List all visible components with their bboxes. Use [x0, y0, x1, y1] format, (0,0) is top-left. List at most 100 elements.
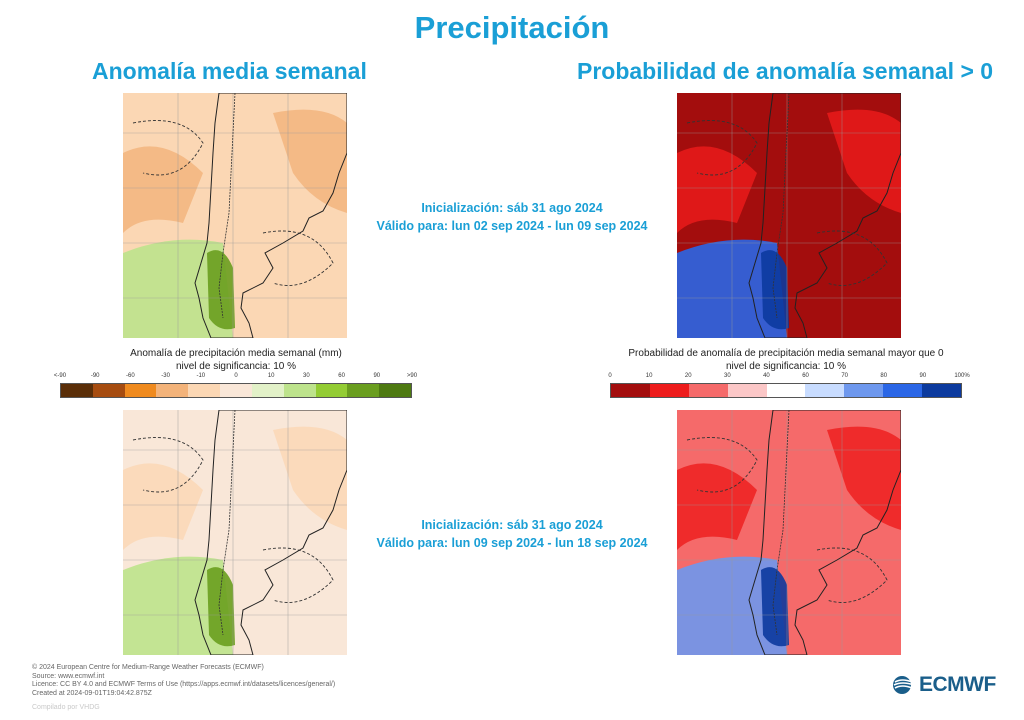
anomaly-map-week-2 — [123, 410, 347, 655]
colorbar-segment — [188, 384, 221, 397]
map-anomaly-region — [123, 463, 203, 550]
colorbar-tick-label: 70 — [841, 373, 848, 379]
map-significance-contour — [686, 437, 758, 493]
credit-line: Licence: CC BY 4.0 and ECMWF Terms of Us… — [32, 681, 336, 689]
period-info-week-2: Inicialización: sáb 31 ago 2024 Válido p… — [362, 516, 662, 552]
colorbar-segment — [315, 384, 348, 397]
colorbar-segment — [883, 384, 923, 397]
map-coastline — [194, 93, 347, 338]
init-date: Inicialización: sáb 31 ago 2024 — [421, 518, 603, 532]
map-wet-core — [761, 567, 789, 647]
probability-legend-ticks: 0 10 20 30 40 60 70 80 90 100% — [608, 373, 969, 383]
map-svg — [677, 410, 901, 655]
anomaly-map-week-1 — [123, 93, 347, 338]
period-info-week-1: Inicialización: sáb 31 ago 2024 Válido p… — [362, 199, 662, 235]
colorbar-tick-label: 0 — [234, 373, 238, 379]
colorbar-tick-label: -30 — [161, 373, 170, 379]
colorbar-segment — [220, 384, 252, 397]
map-anomaly-region — [827, 109, 901, 213]
colorbar-segment — [649, 384, 689, 397]
map-wet-core — [761, 250, 789, 330]
ecmwf-logo: ECMWF — [892, 673, 996, 697]
colorbar-tick-label: 100% — [954, 373, 970, 379]
probability-heading: Probabilidad de anomalía semanal > 0 — [577, 58, 994, 84]
map-significance-contour — [816, 230, 888, 286]
map-coastline — [194, 410, 347, 655]
anomaly-legend-significance: nivel de significancia: 10 % — [175, 361, 297, 372]
probability-map-week-1 — [677, 93, 901, 338]
map-anomaly-region — [677, 463, 757, 550]
map-significance-contour — [262, 547, 334, 603]
colorbar-tick-label: 0 — [608, 373, 612, 379]
page-title: Precipitación — [414, 10, 610, 45]
anomaly-legend: Anomalía de precipitación media semanal … — [54, 347, 417, 398]
probability-legend: Probabilidad de anomalía de precipitació… — [608, 347, 970, 398]
colorbar-segment — [766, 384, 806, 397]
colorbar-tick-label: 80 — [880, 373, 888, 379]
anomaly-legend-title: Anomalía de precipitación media semanal … — [130, 348, 342, 359]
map-coastline — [748, 410, 901, 655]
map-anomaly-region — [273, 426, 347, 530]
map-significance-contour — [132, 120, 204, 176]
valid-range: Válido para: lun 02 sep 2024 - lun 09 se… — [376, 219, 648, 233]
map-significance-contour — [262, 230, 334, 286]
map-border — [772, 410, 790, 636]
colorbar-segment — [688, 384, 728, 397]
map-border — [772, 93, 790, 319]
map-anomaly-region — [273, 109, 347, 213]
colorbar-tick-label: 60 — [338, 373, 345, 379]
anomaly-colorbar — [60, 383, 412, 398]
colorbar-segment — [251, 384, 284, 397]
colorbar-segment — [922, 384, 962, 397]
colorbar-segment — [844, 384, 884, 397]
ecmwf-logo-text: ECMWF — [919, 673, 996, 696]
colorbar-segment — [124, 384, 157, 397]
map-significance-contour — [816, 547, 888, 603]
colorbar-tick-label: 20 — [684, 373, 692, 379]
probability-legend-significance: nivel de significancia: 10 % — [725, 361, 847, 372]
colorbar-tick-label: -60 — [126, 373, 135, 379]
colorbar-tick-label: 60 — [802, 373, 809, 379]
map-anomaly-region — [827, 426, 901, 530]
map-significance-contour — [686, 120, 758, 176]
colorbar-tick-label: 30 — [303, 373, 310, 379]
map-coastline — [748, 93, 901, 338]
colorbar-segment — [61, 384, 93, 397]
valid-range: Válido para: lun 09 sep 2024 - lun 18 se… — [376, 536, 648, 550]
colorbar-segment — [156, 384, 189, 397]
colorbar-segment — [92, 384, 125, 397]
colorbar-tick-label: >90 — [406, 373, 418, 379]
map-svg — [677, 93, 901, 338]
credit-line: © 2024 European Centre for Medium-Range … — [32, 664, 264, 671]
map-anomaly-region — [677, 146, 757, 233]
map-wet-core — [207, 567, 235, 647]
colorbar-segment — [379, 384, 411, 397]
ecmwf-logo-icon — [893, 676, 915, 694]
colorbar-tick-label: 10 — [645, 373, 653, 379]
colorbar-tick-label: -90 — [90, 373, 100, 379]
credit-line: Created at 2024-09-01T19:04:42.875Z — [32, 689, 152, 697]
colorbar-segment — [283, 384, 316, 397]
credit-line: Source: www.ecmwf.int — [32, 672, 105, 680]
anomaly-heading: Anomalía media semanal — [92, 58, 367, 84]
map-significance-contour — [132, 437, 204, 493]
compiled-by: Compilado por VHDG — [32, 704, 100, 711]
init-date: Inicialización: sáb 31 ago 2024 — [421, 201, 603, 215]
colorbar-tick-label: 40 — [763, 373, 770, 379]
map-wet-core — [207, 250, 235, 330]
probability-legend-title: Probabilidad de anomalía de precipitació… — [628, 348, 944, 359]
colorbar-tick-label: -10 — [196, 373, 206, 379]
credits: © 2024 European Centre for Medium-Range … — [32, 664, 335, 698]
anomaly-legend-ticks: <-90 -90 -60 -30 -10 0 10 30 60 90 >90 — [54, 373, 417, 383]
colorbar-tick-label: 90 — [919, 373, 927, 379]
colorbar-tick-label: 90 — [373, 373, 381, 379]
map-border — [218, 93, 236, 319]
colorbar-tick-label: 10 — [267, 373, 275, 379]
map-svg — [123, 93, 347, 338]
map-svg — [123, 410, 347, 655]
colorbar-tick-label: <-90 — [53, 373, 67, 379]
colorbar-segment — [611, 384, 650, 397]
colorbar-segment — [727, 384, 767, 397]
colorbar-segment — [805, 384, 845, 397]
colorbar-segment — [347, 384, 380, 397]
